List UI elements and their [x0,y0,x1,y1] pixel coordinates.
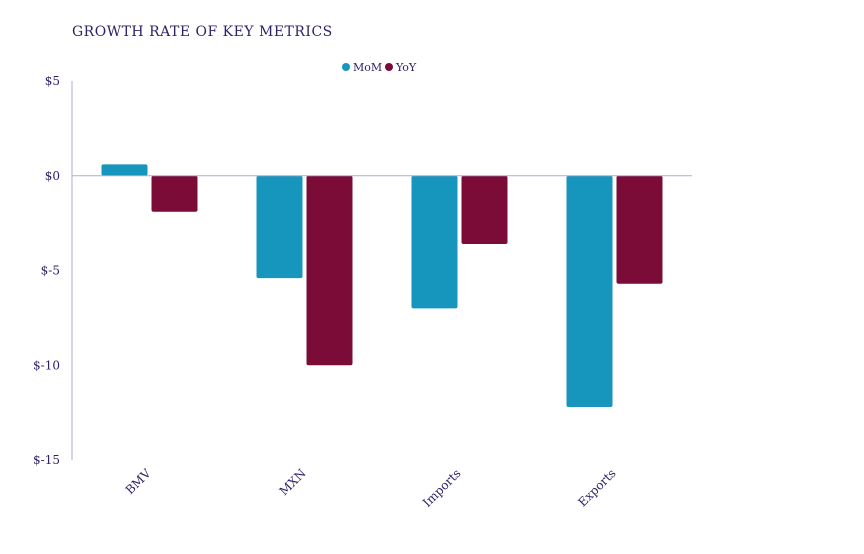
legend-swatch-yoy [385,63,393,71]
legend-label-yoy[interactable]: YoY [395,61,417,74]
bar-yoy-exports[interactable] [616,175,663,284]
bars [101,164,663,407]
y-axis: $5 $0 $-5 $-10 $-15 [33,74,73,467]
x-axis-labels: BMV MXN Imports Exports [123,466,619,510]
x-tick-label: Exports [575,466,618,509]
x-tick-label: MXN [277,466,309,498]
legend-label-mom[interactable]: MoM [353,61,382,74]
bar-mom-bmv[interactable] [101,164,148,176]
bar-mom-imports[interactable] [411,175,458,309]
chart-legend: MoM YoY [342,61,417,74]
bar-yoy-imports[interactable] [461,175,508,244]
x-tick-label: BMV [123,466,154,497]
y-tick-label: $-10 [33,358,60,372]
y-tick-label: $0 [45,169,60,183]
y-tick-label: $5 [45,74,60,88]
bar-mom-mxn[interactable] [256,175,303,279]
y-tick-label: $-15 [33,453,60,467]
bar-yoy-bmv[interactable] [151,175,198,212]
bar-mom-exports[interactable] [566,175,613,407]
x-tick-label: Imports [420,466,464,510]
bar-yoy-mxn[interactable] [306,175,353,366]
y-tick-label: $-5 [41,264,60,278]
legend-swatch-mom [342,63,350,71]
chart-title: GROWTH RATE OF KEY METRICS [72,24,333,40]
